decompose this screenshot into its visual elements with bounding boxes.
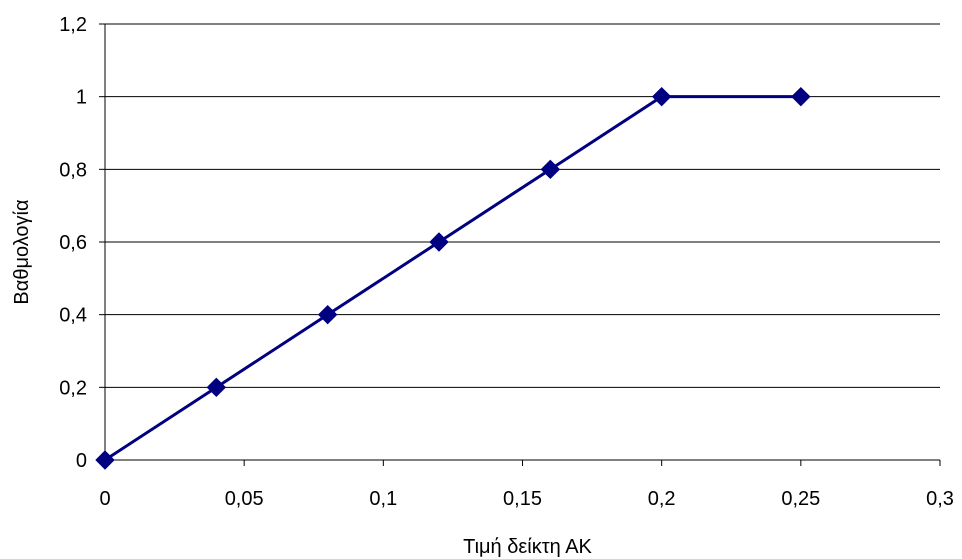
x-tick-label: 0,25 xyxy=(781,488,820,510)
data-point-marker xyxy=(651,86,672,107)
y-tick-label: 1,2 xyxy=(59,14,87,36)
y-tick-label: 0,6 xyxy=(59,232,87,254)
y-axis-title: Βαθμολογία xyxy=(11,199,33,304)
data-point-marker xyxy=(206,377,227,398)
data-point-marker xyxy=(540,159,561,180)
y-tick-label: 0 xyxy=(76,450,87,472)
series-line xyxy=(104,95,801,462)
y-tick-labels: 0 0,2 0,4 0,6 0,8 1 1,2 xyxy=(59,14,87,472)
data-point-marker xyxy=(317,304,338,325)
x-tick-label: 0,05 xyxy=(225,488,264,510)
x-tick-label: 0,1 xyxy=(369,488,397,510)
x-tick-label: 0 xyxy=(99,488,110,510)
x-axis-title: Τιμή δείκτη ΑΚ xyxy=(463,536,592,558)
y-tick-label: 0,4 xyxy=(59,305,87,327)
x-tick-labels: 0 0,05 0,1 0,15 0,2 0,25 0,3 xyxy=(99,488,953,510)
x-tick-label: 0,2 xyxy=(648,488,676,510)
data-point-marker xyxy=(429,232,449,252)
x-tick-label: 0,15 xyxy=(503,488,542,510)
data-point-marker xyxy=(95,450,115,470)
series-group xyxy=(95,86,811,470)
gridlines xyxy=(105,23,940,388)
axes xyxy=(99,23,941,466)
y-tick-label: 1 xyxy=(76,87,87,109)
data-point-marker xyxy=(791,86,811,107)
x-tick-label: 0,3 xyxy=(926,488,954,510)
y-tick-label: 0,8 xyxy=(59,159,87,181)
y-tick-label: 0,2 xyxy=(59,377,87,399)
